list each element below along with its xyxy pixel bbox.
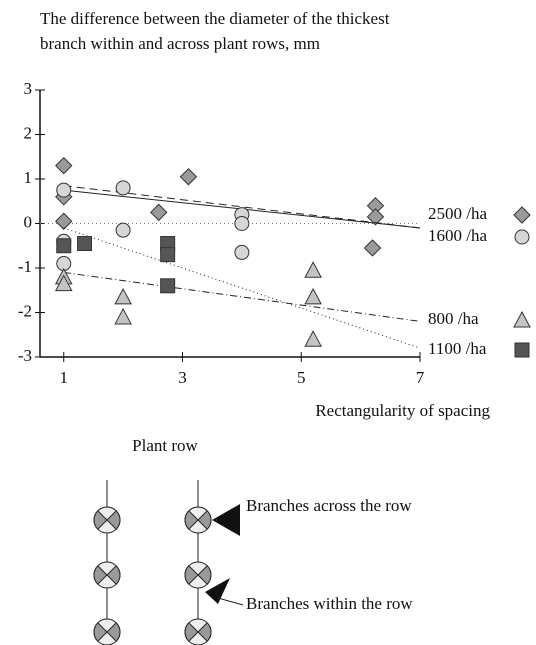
data-point (160, 247, 176, 263)
data-point (115, 222, 131, 238)
legend-label: 1600 /ha (428, 226, 487, 245)
data-point (56, 238, 72, 254)
data-point (150, 203, 168, 222)
y-tick-label: -1 (18, 257, 32, 276)
data-point (56, 182, 72, 198)
data-point (55, 156, 73, 175)
data-point (55, 212, 73, 230)
data-point (179, 168, 198, 186)
y-tick-label: 0 (24, 212, 33, 231)
data-point (115, 180, 131, 196)
x-tick-label: 7 (416, 368, 425, 387)
legend-marker (514, 342, 530, 358)
legend-marker (513, 206, 531, 224)
data-point (160, 278, 176, 294)
chart-title: The difference between the diameter of t… (40, 9, 390, 28)
x-tick-label: 3 (178, 368, 187, 387)
diagram-title: Plant row (132, 436, 198, 455)
data-point (114, 287, 132, 305)
y-tick-label: 3 (24, 79, 33, 98)
x-tick-label: 1 (60, 368, 69, 387)
legend-label: 2500 /ha (428, 204, 487, 223)
trend-line (63, 271, 421, 322)
legend-label: 800 /ha (428, 309, 479, 328)
data-point (304, 287, 322, 305)
diagram (93, 480, 244, 645)
data-point (234, 244, 250, 260)
data-point (234, 216, 250, 231)
legend-label: 1100 /ha (428, 339, 487, 358)
branch-sector (184, 510, 212, 530)
data-point (54, 274, 73, 292)
branch-sector (184, 622, 212, 642)
y-tick-label: 1 (24, 168, 33, 187)
branch-sector (93, 565, 121, 585)
x-axis-label: Rectangularity of spacing (315, 401, 490, 420)
legend-marker (513, 310, 531, 328)
data-point (366, 208, 385, 226)
y-tick-label: 2 (24, 123, 33, 142)
y-tick-label: -3 (18, 346, 32, 365)
x-tick-label: 5 (297, 368, 306, 387)
branch-sector (93, 622, 121, 642)
data-point (304, 330, 322, 347)
data-point (77, 236, 93, 252)
legend-marker (514, 229, 530, 245)
diagram-label: Branches across the row (246, 496, 412, 515)
branch-sector (184, 565, 212, 585)
branch-sector (93, 510, 121, 530)
data-point (363, 239, 382, 257)
data-point (114, 307, 132, 325)
diagram-label: Branches within the row (246, 594, 413, 613)
chart-title: branch within and across plant rows, mm (40, 34, 320, 53)
y-tick-label: -2 (18, 301, 32, 320)
data-point (304, 261, 322, 278)
